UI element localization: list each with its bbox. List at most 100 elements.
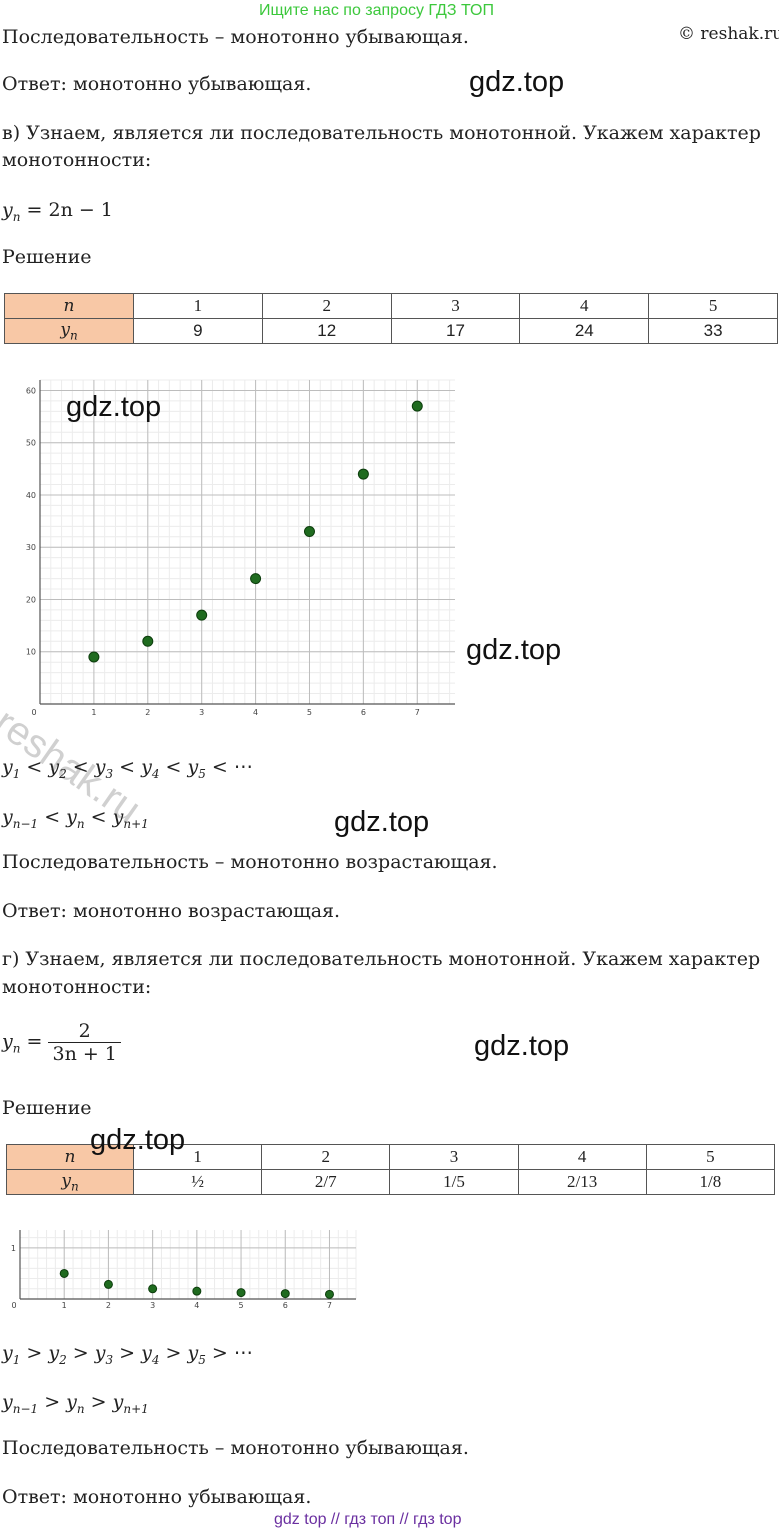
table-b-n-4: 4 — [519, 293, 650, 319]
table-b-y-2: 12 — [261, 318, 392, 344]
watermark-5: gdz.top — [474, 1030, 570, 1062]
chart-b: 0 1 2 3 4 5 6 7 10 20 30 40 50 60 — [26, 379, 455, 717]
watermark-1: gdz.top — [469, 66, 565, 98]
inequality-b-1: y1 < y2 < y3 < y4 < y5 < ⋯ — [2, 756, 253, 781]
table-g-n-2: 2 — [261, 1144, 391, 1170]
y-tick-label: 1 — [11, 1244, 16, 1253]
x-tick-label: 6 — [361, 708, 366, 717]
task-b: в) Узнаем, является ли последовательност… — [2, 122, 761, 144]
solution-g: Решение — [2, 1097, 92, 1119]
formula-g: yn = 2 3n + 1 — [2, 1020, 121, 1065]
table-g-y-5: 1/8 — [645, 1169, 776, 1195]
data-point — [324, 1289, 334, 1299]
y-tick-label: 60 — [26, 386, 36, 395]
y-tick-label: 40 — [26, 491, 36, 500]
table-b-head-y-label: y — [60, 319, 70, 340]
x-tick-label: 4 — [194, 1301, 199, 1310]
table-b-y-3: 17 — [390, 318, 521, 344]
table-b-y-1: 9 — [133, 318, 263, 344]
task-g-cont: монотонности: — [2, 976, 152, 998]
table-b: n 1 2 3 4 5 yn 9 12 17 24 33 — [4, 293, 778, 344]
solution-b: Решение — [2, 246, 92, 268]
answer-prev: Ответ: монотонно убывающая. — [2, 73, 312, 95]
inequality-b-2: yn−1 < yn < yn+1 — [2, 806, 149, 831]
watermark-4: gdz.top — [334, 806, 430, 838]
formula-b-rhs: = 2n − 1 — [26, 199, 113, 221]
x-tick-label: 3 — [199, 708, 204, 717]
table-g-y-2: 2/7 — [261, 1169, 391, 1195]
data-point — [142, 635, 154, 647]
x-tick-label: 0 — [31, 708, 36, 717]
y-tick-label: 30 — [26, 543, 36, 552]
x-tick-label: 1 — [62, 1301, 67, 1310]
table-g-head-y-label: y — [61, 1170, 71, 1191]
table-g-head-n: n — [6, 1144, 134, 1170]
table-b-n-5: 5 — [648, 293, 778, 319]
table-g-row-n: n 1 2 3 4 5 — [6, 1144, 776, 1170]
table-b-n-2: 2 — [261, 293, 392, 319]
formula-g-num: 2 — [48, 1020, 121, 1043]
table-g-y-3: 1/5 — [389, 1169, 519, 1195]
table-g: n 1 2 3 4 5 yn ½ 2/7 1/5 2/13 1/8 — [6, 1144, 776, 1195]
inequality-b-1-tail: < ⋯ — [211, 756, 253, 778]
x-tick-label: 1 — [91, 708, 96, 717]
table-g-n-1: 1 — [132, 1144, 263, 1170]
x-tick-label: 2 — [106, 1301, 111, 1310]
answer-g: Ответ: монотонно убывающая. — [2, 1486, 312, 1508]
inequality-g-1-tail: > ⋯ — [211, 1342, 253, 1364]
table-g-n-5: 5 — [645, 1144, 776, 1170]
table-b-head-n: n — [4, 293, 134, 319]
table-b-n-1: 1 — [133, 293, 263, 319]
data-point — [88, 651, 100, 663]
table-b-y-5: 33 — [648, 318, 778, 344]
conclusion-g: Последовательность – монотонно убывающая… — [2, 1437, 469, 1459]
table-g-n-3: 3 — [389, 1144, 519, 1170]
chart-g: 0 1 2 3 4 5 6 7 1 — [11, 1230, 357, 1310]
x-tick-label: 2 — [145, 708, 150, 717]
table-g-y-4: 2/13 — [517, 1169, 647, 1195]
x-tick-label: 5 — [239, 1301, 244, 1310]
table-g-y-1: ½ — [132, 1169, 263, 1195]
data-point — [250, 573, 262, 585]
table-g-n-4: 4 — [517, 1144, 647, 1170]
y-tick-label: 20 — [26, 595, 36, 604]
data-point — [236, 1288, 246, 1298]
table-g-row-y: yn ½ 2/7 1/5 2/13 1/8 — [6, 1169, 776, 1195]
copyright: © reshak.ru — [678, 24, 779, 44]
data-point — [411, 400, 423, 412]
data-point — [303, 526, 315, 538]
bottom-banner: gdz top // гдз топ // гдз top — [274, 1511, 462, 1528]
x-tick-label: 3 — [150, 1301, 155, 1310]
table-b-n-3: 3 — [390, 293, 521, 319]
y-tick-label: 10 — [26, 648, 36, 657]
table-b-y-4: 24 — [519, 318, 650, 344]
formula-g-fraction: 2 3n + 1 — [48, 1020, 121, 1065]
x-tick-label: 7 — [327, 1301, 332, 1310]
watermark-6: gdz.top — [90, 1124, 186, 1156]
conclusion-prev: Последовательность – монотонно убывающая… — [2, 26, 469, 48]
x-tick-label: 0 — [11, 1301, 16, 1310]
table-b-head-y: yn — [4, 318, 134, 344]
task-b-cont: монотонности: — [2, 149, 152, 171]
conclusion-b: Последовательность – монотонно возрастаю… — [2, 851, 498, 873]
answer-b: Ответ: монотонно возрастающая. — [2, 900, 341, 922]
watermark-3: gdz.top — [466, 634, 562, 666]
inequality-g-1: y1 > y2 > y3 > y4 > y5 > ⋯ — [2, 1342, 253, 1367]
data-point — [192, 1286, 202, 1296]
watermark-2: gdz.top — [66, 391, 162, 423]
formula-g-den: 3n + 1 — [52, 1043, 117, 1065]
table-g-head-y: yn — [6, 1169, 134, 1195]
x-tick-label: 6 — [283, 1301, 288, 1310]
x-tick-label: 4 — [253, 708, 258, 717]
inequality-g-2: yn−1 > yn > yn+1 — [2, 1391, 149, 1416]
y-tick-label: 50 — [26, 439, 36, 448]
x-tick-label: 5 — [307, 708, 312, 717]
task-g: г) Узнаем, является ли последовательност… — [2, 948, 761, 970]
x-tick-label: 7 — [415, 708, 420, 717]
data-point — [59, 1268, 69, 1278]
formula-b: yn = 2n − 1 — [2, 199, 113, 224]
data-point — [280, 1289, 290, 1299]
data-point — [148, 1284, 158, 1294]
data-point — [196, 609, 208, 621]
table-b-row-y: yn 9 12 17 24 33 — [4, 318, 778, 344]
